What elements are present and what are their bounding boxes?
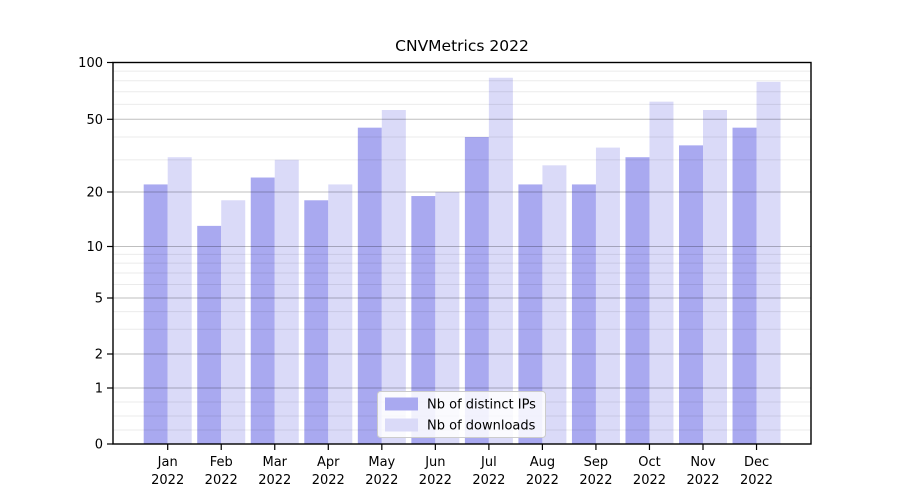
bar-may-nb-of-downloads — [381, 110, 406, 444]
bar-nov-nb-of-distinct-ips — [679, 145, 703, 444]
bar-dec-nb-of-distinct-ips — [732, 127, 757, 444]
bar-may-nb-of-distinct-ips — [357, 127, 382, 444]
x-tick-label-year: 2022 — [312, 473, 345, 488]
x-tick-label-year: 2022 — [579, 473, 612, 488]
x-tick-label-aug: Aug — [530, 455, 555, 470]
x-tick-label-sep: Sep — [584, 455, 609, 470]
y-tick-label-100: 100 — [78, 56, 103, 71]
bar-jan-nb-of-distinct-ips — [143, 184, 168, 445]
x-tick-label-year: 2022 — [151, 473, 184, 488]
x-tick-label-feb: Feb — [210, 455, 233, 470]
bar-mar-nb-of-distinct-ips — [250, 177, 275, 445]
x-tick-label-year: 2022 — [419, 473, 452, 488]
legend-swatch-nb-of-distinct-ips — [385, 397, 418, 411]
y-axis: 0 1 2 5 10 20 50 100 — [78, 56, 113, 453]
bar-feb-nb-of-distinct-ips — [197, 225, 222, 444]
x-tick-label-jan: Jan — [157, 455, 178, 470]
bar-jan-nb-of-downloads — [167, 157, 192, 444]
x-tick-label-year: 2022 — [526, 473, 559, 488]
x-tick-label-year: 2022 — [258, 473, 291, 488]
legend-label-nb-of-distinct-ips: Nb of distinct IPs — [427, 398, 536, 413]
x-tick-label-year: 2022 — [740, 473, 773, 488]
y-tick-label-50: 50 — [86, 113, 103, 128]
x-tick-label-apr: Apr — [317, 455, 340, 470]
x-tick-label-nov: Nov — [690, 455, 716, 470]
bar-sep-nb-of-distinct-ips — [571, 184, 596, 445]
bar-apr-nb-of-downloads — [328, 184, 353, 445]
bar-aug-nb-of-downloads — [542, 165, 567, 444]
x-tick-label-jun: Jun — [424, 455, 445, 470]
legend-box — [377, 391, 546, 438]
legend-label-nb-of-downloads: Nb of downloads — [427, 419, 536, 434]
axes-spines — [112, 61, 812, 445]
x-tick-label-year: 2022 — [686, 473, 719, 488]
y-tick-label-2: 2 — [95, 348, 103, 363]
bar-sep-nb-of-downloads — [595, 147, 620, 444]
legend-swatch-nb-of-downloads — [385, 418, 418, 432]
x-axis: Jan 2022 Feb 2022 Mar 2022 Apr 2022 May 2022 Jun 20… — [151, 444, 773, 488]
x-tick-label-oct: Oct — [638, 455, 660, 470]
bar-feb-nb-of-downloads — [221, 200, 246, 444]
bar-nov-nb-of-downloads — [703, 110, 727, 444]
bar-oct-nb-of-downloads — [649, 101, 674, 445]
y-tick-label-20: 20 — [86, 186, 103, 201]
bar-oct-nb-of-distinct-ips — [625, 157, 650, 444]
chart-title: CNVMetrics 2022 — [395, 37, 529, 55]
y-tick-label-0: 0 — [95, 438, 103, 453]
bar-mar-nb-of-downloads — [274, 159, 299, 444]
x-tick-label-year: 2022 — [633, 473, 666, 488]
x-tick-label-dec: Dec — [744, 455, 769, 470]
gridlines-group — [113, 70, 811, 431]
bar-jul-nb-of-downloads — [488, 77, 513, 444]
x-tick-label-may: May — [368, 455, 395, 470]
x-tick-label-mar: Mar — [262, 455, 287, 470]
x-tick-label-jul: Jul — [480, 455, 497, 470]
y-tick-label-10: 10 — [86, 240, 103, 255]
x-tick-label-year: 2022 — [472, 473, 505, 488]
legend: Nb of distinct IPs Nb of downloads — [377, 391, 546, 438]
x-tick-label-year: 2022 — [205, 473, 238, 488]
y-tick-label-5: 5 — [95, 292, 103, 307]
bar-apr-nb-of-distinct-ips — [304, 200, 329, 444]
x-tick-label-year: 2022 — [365, 473, 398, 488]
bar-dec-nb-of-downloads — [756, 81, 781, 444]
y-tick-label-1: 1 — [95, 382, 103, 397]
